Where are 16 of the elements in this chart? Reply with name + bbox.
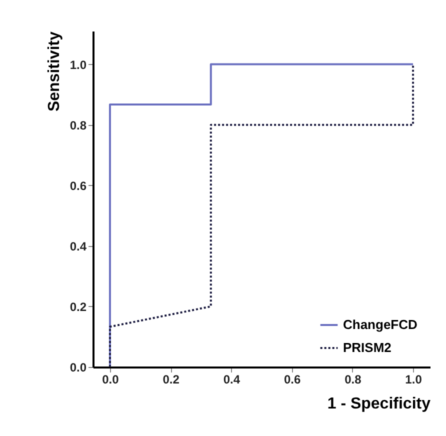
x-axis-title: 1 - Specificity <box>327 396 431 412</box>
x-tick-label: 0.8 <box>344 372 362 386</box>
y-tick-label: 0.0 <box>70 360 87 374</box>
y-tick-label: 1.0 <box>70 58 87 72</box>
x-tick-label: 1.0 <box>405 372 422 386</box>
x-tick-label: 0.2 <box>162 372 180 386</box>
y-tick-label: 0.8 <box>70 118 87 132</box>
y-tick-label: 0.6 <box>70 178 87 193</box>
x-tick-label: 0.0 <box>102 372 120 386</box>
y-tick-label: 0.4 <box>70 239 87 254</box>
x-tick-label: 0.6 <box>284 372 301 386</box>
y-axis-title: Sensitivity <box>46 31 63 112</box>
legend-label: PRISM2 <box>343 340 392 355</box>
legend-label: ChangeFCD <box>343 317 418 332</box>
x-tick-label: 0.4 <box>223 372 240 386</box>
y-tick-label: 0.2 <box>70 300 87 314</box>
